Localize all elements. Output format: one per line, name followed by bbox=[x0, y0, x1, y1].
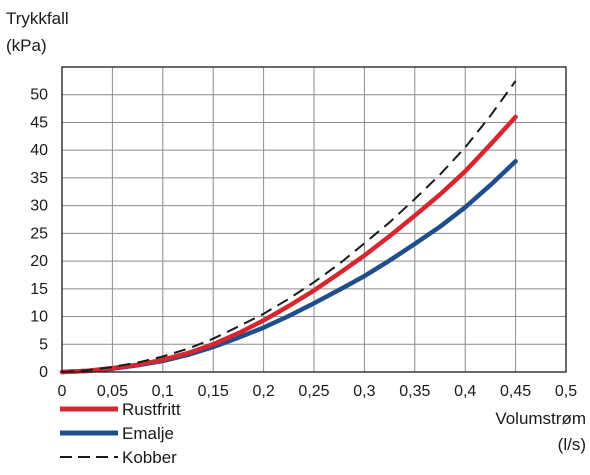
x-tick-label: 0,45 bbox=[500, 383, 531, 400]
x-tick-label: 0,2 bbox=[252, 383, 274, 400]
y-tick-label: 15 bbox=[30, 281, 48, 298]
x-axis-label-line2: (l/s) bbox=[558, 435, 586, 454]
legend-label-rustfritt: Rustfritt bbox=[122, 400, 181, 419]
y-tick-label: 30 bbox=[30, 198, 48, 215]
y-tick-label: 0 bbox=[39, 364, 48, 381]
y-tick-label: 5 bbox=[39, 336, 48, 353]
x-tick-label: 0,3 bbox=[353, 383, 375, 400]
y-tick-label: 50 bbox=[30, 87, 48, 104]
x-axis-label-line1: Volumstrøm bbox=[495, 409, 586, 428]
x-tick-label: 0 bbox=[58, 383, 67, 400]
x-tick-label: 0,35 bbox=[399, 383, 430, 400]
y-tick-label: 45 bbox=[30, 114, 48, 131]
y-tick-label: 35 bbox=[30, 170, 48, 187]
series-lines bbox=[59, 80, 518, 375]
legend: Rustfritt Emalje Kobber bbox=[60, 400, 181, 467]
series-line-kobber bbox=[61, 80, 517, 373]
x-tick-label: 0,25 bbox=[298, 383, 329, 400]
y-axis-label-line1: Trykkfall bbox=[6, 9, 69, 28]
x-tick-label: 0,15 bbox=[198, 383, 229, 400]
plot-frame bbox=[61, 66, 567, 373]
legend-label-emalje: Emalje bbox=[122, 424, 174, 443]
y-axis-label-line2: (kPa) bbox=[6, 36, 47, 55]
series-line-rustfritt bbox=[59, 114, 518, 375]
x-tick-label: 0,05 bbox=[97, 383, 128, 400]
grid bbox=[61, 67, 567, 373]
x-tick-label: 0,1 bbox=[152, 383, 174, 400]
tick-labels: 0 0,05 0,1 0,15 0,2 0,25 0,3 0,35 0,4 0,45 0,5 0 5 10… bbox=[30, 87, 577, 400]
x-tick-label: 0,5 bbox=[555, 383, 577, 400]
y-tick-label: 20 bbox=[30, 253, 48, 270]
y-tick-label: 25 bbox=[30, 225, 48, 242]
y-tick-label: 10 bbox=[30, 309, 48, 326]
legend-label-kobber: Kobber bbox=[122, 448, 177, 467]
x-tick-label: 0,4 bbox=[454, 383, 476, 400]
series-line-emalje bbox=[59, 159, 518, 375]
y-tick-label: 40 bbox=[30, 142, 48, 159]
